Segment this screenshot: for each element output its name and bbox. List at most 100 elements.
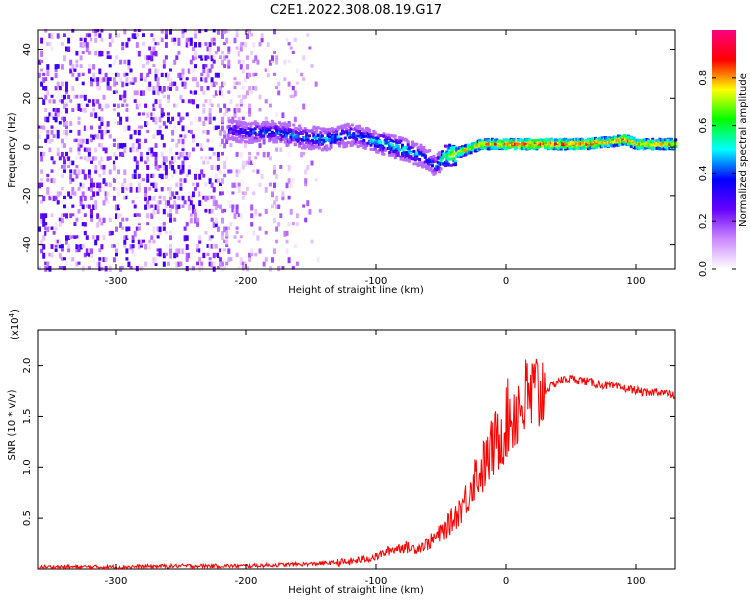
spectrogram-cell: [173, 42, 177, 46]
spectrogram-ridge-cell: [544, 146, 547, 150]
spectrogram-cell: [146, 86, 150, 91]
spectrogram-cell: [121, 42, 125, 47]
spectrogram-ridge-cell: [285, 133, 289, 137]
spectrogram-cell: [219, 129, 222, 136]
spectrogram-cell: [196, 244, 200, 248]
spectrogram-ridge-cell: [360, 143, 364, 147]
spectrogram-cell: [194, 173, 197, 180]
spectrogram-cell: [260, 173, 264, 180]
spectrogram-ridge-cell: [239, 130, 243, 134]
spectrogram-cell: [158, 165, 162, 169]
spectrogram-cell: [223, 112, 227, 117]
spectrogram-cell: [48, 147, 52, 153]
spectrogram-ridge-cell: [576, 146, 580, 150]
spectrogram-ridge-cell: [478, 138, 482, 142]
spectrogram-cell: [69, 99, 73, 103]
spectrogram-cell: [58, 257, 62, 263]
spectrogram-cell: [204, 208, 208, 213]
spectrogram-cell: [65, 235, 68, 241]
spectrogram-cell: [310, 160, 314, 166]
spectrogram-ridge-cell: [431, 157, 434, 161]
spectrogram-cell: [204, 116, 208, 121]
spectrogram-cell: [133, 156, 137, 162]
spectrogram-cell: [60, 165, 64, 169]
spectrogram-cell: [158, 195, 162, 199]
spectrogram-cell: [154, 99, 158, 104]
spectrogram-ridge-cell: [628, 138, 632, 142]
spectrogram-cell: [148, 68, 152, 74]
spectrogram-cell: [233, 37, 237, 44]
spectrogram-cell: [185, 257, 189, 262]
spectrogram-cell: [123, 178, 127, 184]
spectrogram-cell: [54, 125, 58, 132]
spectrogram-cell: [177, 138, 181, 144]
spectrogram-ridge-cell: [452, 157, 456, 161]
spectrogram-cell: [175, 151, 179, 155]
spectrogram-ridge-cell: [243, 126, 247, 129]
spectrogram-cell: [133, 230, 137, 237]
spectrogram-cell: [202, 173, 206, 178]
spectrogram-cell: [77, 121, 81, 125]
spectrogram-cell: [248, 151, 252, 156]
spectrogram-cell: [273, 50, 276, 54]
spectrogram-cell: [221, 33, 224, 39]
spectrogram-cell: [216, 165, 220, 171]
spectrogram-cell: [98, 116, 102, 121]
spectrogram-ridge-cell: [545, 137, 549, 141]
spectrogram-ridge-cell: [229, 137, 233, 141]
spectrogram-cell: [208, 147, 212, 151]
spectrogram-ridge-cell: [515, 140, 519, 144]
spectrogram-cell: [202, 108, 206, 114]
spectrogram-cell: [58, 217, 62, 222]
spectrogram-ridge-cell: [313, 145, 317, 149]
spectrogram-cell: [137, 138, 141, 143]
spectrogram-cell: [235, 151, 239, 157]
spectrogram-cell: [194, 90, 197, 95]
spectrogram-cell: [79, 213, 83, 218]
spectrogram-cell: [212, 125, 216, 131]
spectrogram-ridge-cell: [451, 150, 454, 154]
spectrogram-cell: [169, 204, 172, 209]
spectrogram-cell: [56, 81, 60, 88]
spectrogram-cell: [112, 59, 116, 66]
spectrogram-cell: [50, 77, 54, 81]
spectrogram-cell: [196, 261, 200, 266]
spectrogram-cell: [90, 208, 93, 215]
spectrogram-cell: [100, 116, 104, 122]
spectrogram-cell: [196, 103, 200, 109]
spectrogram-cell: [206, 138, 210, 143]
spectrogram-cell: [96, 86, 100, 91]
spectrogram-cell: [65, 103, 68, 107]
spectrogram-cell: [92, 77, 96, 82]
spectrogram-ridge-cell: [449, 163, 453, 167]
spectrogram-cell: [60, 187, 64, 191]
spectrogram-cell: [52, 230, 56, 235]
spectrogram-cell: [83, 125, 87, 131]
spectrogram-cell: [252, 86, 256, 91]
spectrogram-cell: [85, 125, 89, 132]
spectrogram-cell: [58, 99, 62, 103]
spectrogram-cell: [252, 72, 256, 77]
spectrogram-cell: [92, 191, 96, 197]
spectrogram-cell: [42, 99, 46, 105]
spectrogram-cell: [54, 116, 58, 123]
spectrogram-cell: [194, 213, 197, 219]
spectrogram-cell: [160, 222, 164, 227]
spectrogram-cell: [219, 86, 222, 91]
spectrogram-cell: [100, 134, 104, 140]
spectrogram-cell: [154, 42, 158, 46]
spectrogram-cell: [56, 151, 60, 156]
spectrogram-ridge-cell: [379, 143, 383, 146]
spectrogram-cell: [150, 182, 154, 187]
spectrogram-cell: [179, 72, 183, 79]
spectrogram-ridge-cell: [326, 130, 330, 134]
spectrogram-cell: [214, 200, 218, 206]
spectrogram-cell: [40, 77, 44, 81]
spectrogram-cell: [183, 257, 187, 261]
spectrogram-cell: [63, 94, 66, 100]
spectrogram-cell: [181, 99, 185, 103]
spectrogram-cell: [137, 222, 141, 226]
spectrogram-ridge-cell: [285, 122, 289, 126]
spectrogram-cell: [250, 33, 254, 37]
spectrogram-cell: [169, 187, 172, 192]
